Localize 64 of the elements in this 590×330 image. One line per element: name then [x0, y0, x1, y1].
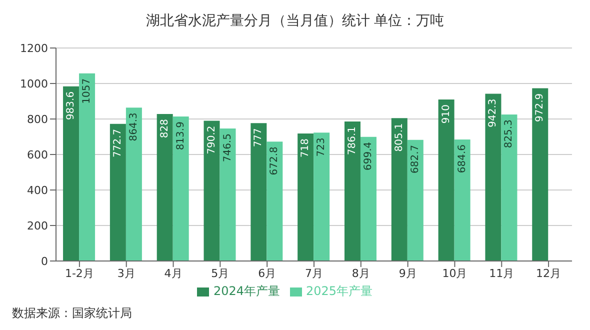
- x-tick-label: 9月: [398, 266, 417, 280]
- legend-label: 2024年产量: [213, 284, 280, 298]
- data-label: 983.6: [66, 91, 77, 120]
- bar: [266, 142, 283, 261]
- data-label: 1057: [82, 78, 93, 104]
- data-label: 910: [440, 104, 452, 124]
- data-label: 672.8: [269, 146, 280, 176]
- x-tick-label: 4月: [164, 266, 182, 280]
- data-label: 942.3: [488, 98, 499, 128]
- bar: [407, 140, 424, 261]
- bar: [360, 136, 376, 261]
- data-label: 723: [316, 138, 328, 157]
- bar: [126, 108, 142, 261]
- y-tick-label: 600: [27, 148, 48, 162]
- x-tick-label: 7月: [305, 266, 323, 280]
- data-label: 772.7: [112, 128, 124, 158]
- data-label: 864.3: [128, 112, 140, 142]
- bar: [532, 88, 548, 261]
- x-tick-label: 1-2月: [64, 266, 94, 280]
- bar: [438, 99, 454, 261]
- x-tick-label: 12月: [536, 266, 562, 280]
- bar: [501, 114, 518, 261]
- x-tick-label: 6月: [258, 266, 276, 280]
- y-tick-label: 0: [41, 254, 48, 268]
- bar: [172, 116, 189, 261]
- bar: [298, 134, 314, 261]
- y-tick-label: 1000: [20, 77, 48, 90]
- data-label: 718: [300, 138, 312, 158]
- data-label: 805.1: [394, 123, 405, 152]
- data-label: 777: [253, 128, 264, 148]
- bar: [204, 120, 220, 261]
- data-label: 813.9: [175, 122, 186, 150]
- bar: [344, 121, 360, 261]
- data-label: 825.3: [504, 120, 515, 148]
- bar: [250, 123, 267, 261]
- bar: [391, 118, 408, 261]
- bar: [156, 114, 173, 261]
- data-label: 972.9: [534, 93, 546, 122]
- bar: [63, 86, 80, 261]
- x-tick-label: 5月: [211, 266, 230, 280]
- y-tick-label: 1200: [20, 42, 48, 55]
- y-tick-label: 400: [27, 184, 48, 197]
- x-tick-label: 11月: [489, 266, 514, 280]
- bar: [110, 124, 126, 261]
- data-label: 699.4: [362, 142, 374, 170]
- chart-title: 湖北省水泥产量分月（当月值）统计 单位：万吨: [144, 12, 446, 31]
- data-label: 746.5: [222, 133, 234, 162]
- bar: [79, 73, 96, 261]
- bar: [314, 132, 330, 261]
- data-label: 682.7: [410, 144, 421, 174]
- data-label: 828: [159, 119, 170, 138]
- bar: [454, 139, 470, 261]
- x-tick-label: 3月: [117, 266, 136, 280]
- data-label: 786.1: [346, 126, 358, 156]
- bar: [220, 128, 236, 261]
- legend-label: 2025年产量: [306, 284, 373, 298]
- x-tick-label: 10月: [442, 266, 468, 280]
- source-note: 数据来源：国家统计局: [12, 305, 132, 322]
- data-label: 790.2: [206, 126, 218, 154]
- data-label: 684.6: [456, 144, 468, 174]
- y-tick-label: 200: [27, 219, 48, 232]
- y-tick-label: 800: [27, 112, 48, 126]
- x-tick-label: 8月: [352, 266, 370, 280]
- bar: [485, 94, 502, 261]
